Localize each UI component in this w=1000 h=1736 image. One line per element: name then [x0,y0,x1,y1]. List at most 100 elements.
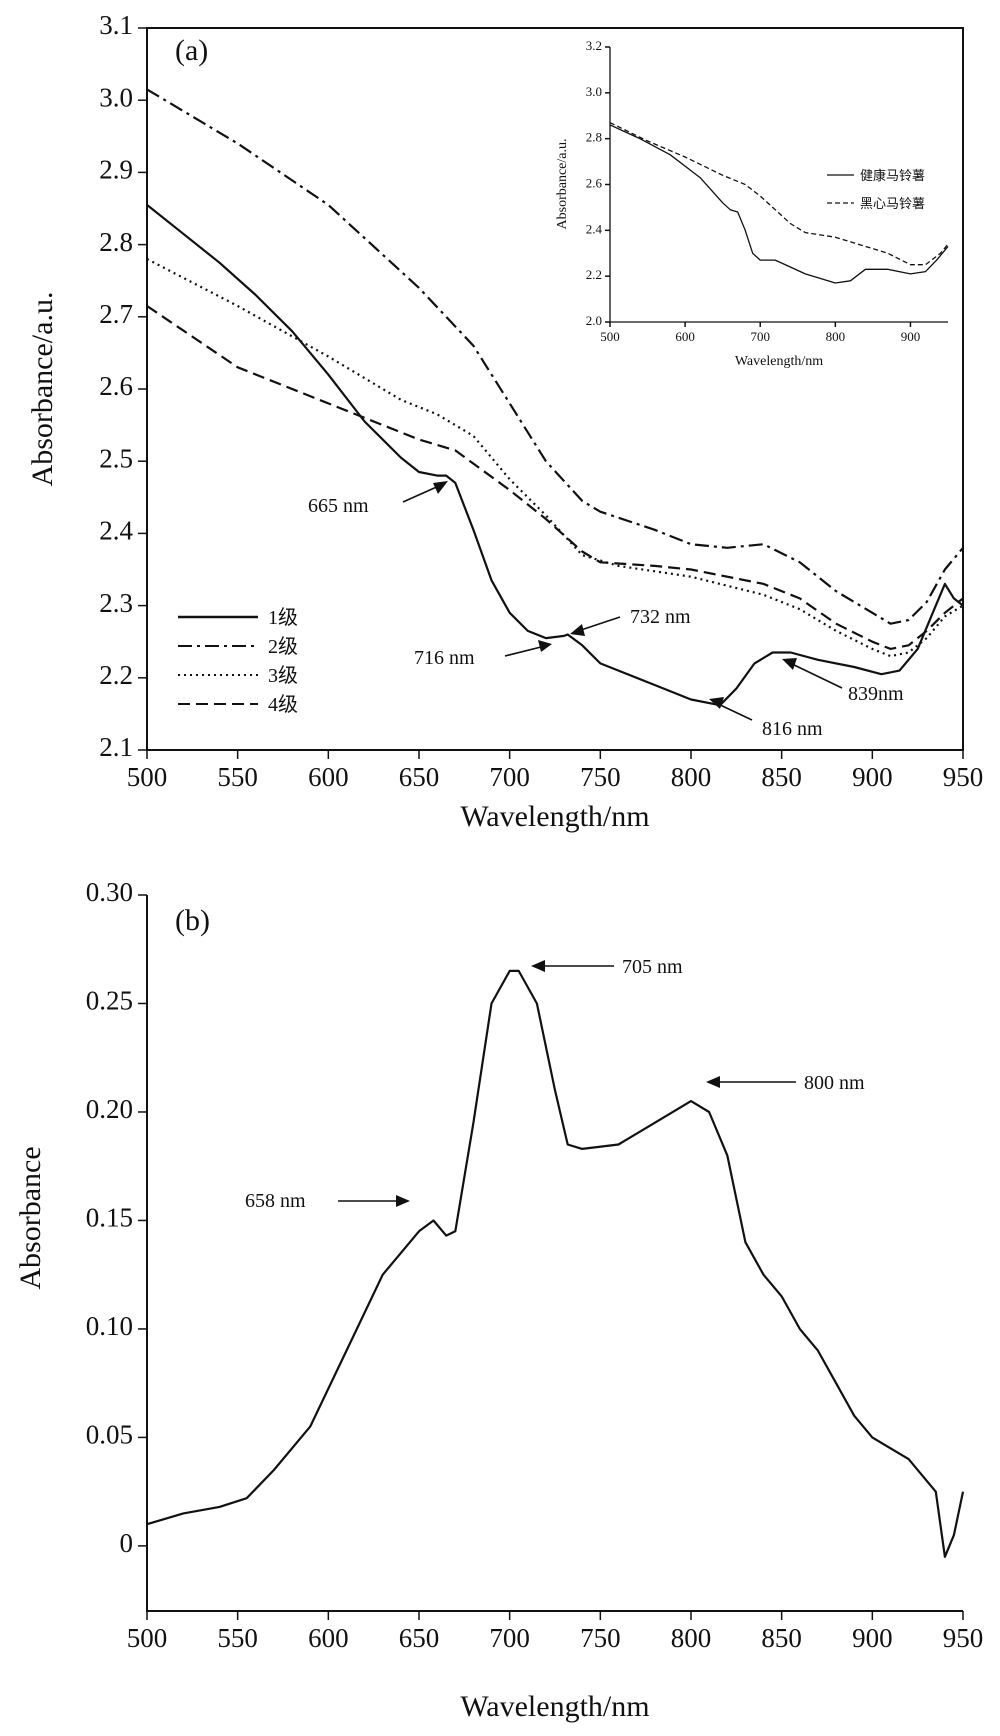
inset-axes [609,47,948,323]
panel-b-series-layer [146,969,965,1558]
inset-y-tick-label: 3.2 [586,38,602,53]
panel-b-y-tick-label: 0.15 [86,1203,133,1233]
arrow-716 [504,645,546,657]
legend-label-3: 3级 [268,664,298,687]
panel-b-x-title: Wavelength/nm [460,1690,649,1723]
inset-x-tick-label: 700 [750,329,770,344]
panel-b-y-tick-label: 0.20 [86,1094,133,1124]
inset-series-layer [609,122,949,284]
arrowhead-839 [782,658,797,670]
panel-b-y-tick-label: 0.05 [86,1420,133,1450]
legend-label-4: 4级 [268,693,298,716]
panel-a-x-tick-label: 800 [671,762,712,792]
inset-y-tick-label: 2.0 [586,313,602,328]
arrow-839 [789,662,843,689]
panel-b-axes [146,895,963,1612]
panel-a-y-axis: 2.1 2.2 2.3 2.4 2.5 2.6 2.7 2.8 2.9 3.0 3.1 [99,10,147,762]
panel-a-y-tick-label: 2.3 [99,588,133,618]
panel-a: 500 550 600 650 700 750 800 850 900 950 2.1 2.2 2.3… [26,10,983,833]
panel-b-x-tick-label: 700 [489,1623,530,1653]
inset-x-axis: 500 600 700 800 900 [600,322,920,344]
panel-a-series-layer [146,88,964,707]
inset-y-tick-label: 3.0 [586,84,602,99]
panel-a-x-tick-label: 850 [761,762,802,792]
inset-legend-label-1: 健康马铃薯 [860,168,925,183]
panel-a-y-tick-label: 2.9 [99,155,133,185]
annotation-732: 732 nm [630,606,691,628]
panel-b-y-tick-label: 0.10 [86,1311,133,1341]
panel-a-y-tick-label: 2.1 [99,732,133,762]
inset-y-tick-label: 2.6 [586,175,603,190]
panel-a-y-tick-label: 2.2 [99,660,133,690]
panel-b-y-tick-label: 0 [120,1528,134,1558]
panel-a-x-tick-label: 700 [489,762,530,792]
panel-b-x-tick-label: 800 [671,1623,712,1653]
annotation-658: 658 nm [245,1190,306,1212]
arrow-732 [577,616,621,632]
inset-x-tick-label: 500 [600,329,620,344]
arrowhead-732 [570,624,585,636]
panel-a-annotations: 665 nm 716 nm 732 nm 816 nm 839nm [308,481,904,740]
panel-b-y-tick-label: 0.30 [86,877,133,907]
panel-a-x-tick-label: 650 [399,762,440,792]
panel-b-annotations: 658 nm 705 nm 800 nm [245,956,865,1212]
inset-y-tick-label: 2.8 [586,130,602,145]
arrowhead-800 [706,1076,720,1088]
panel-a-x-title: Wavelength/nm [460,800,649,833]
panel-a-inset: 500 600 700 800 900 2.0 2.2 2.4 2.6 2.8 3.0 3.2 Wa… [555,38,949,369]
panel-b-x-tick-label: 550 [217,1623,258,1653]
panel-a-series-3 [146,258,964,658]
arrowhead-816 [709,697,724,709]
annotation-800: 800 nm [804,1072,865,1094]
panel-a-y-tick-label: 2.5 [99,443,133,473]
panel-b-y-title: Absorbance [14,1146,47,1289]
inset-series-1 [609,124,949,284]
panel-b-x-tick-label: 650 [399,1623,440,1653]
panel-a-legend: 1级 2级 3级 4级 [178,606,298,716]
panel-a-series-2 [146,88,964,625]
panel-a-x-tick-label: 950 [943,762,984,792]
panel-b-series-1 [146,969,965,1558]
arrowhead-716 [538,640,552,652]
inset-y-axis: 2.0 2.2 2.4 2.6 2.8 3.0 3.2 [586,38,610,328]
panel-a-label: (a) [175,34,208,67]
panel-a-y-tick-label: 2.4 [99,516,133,546]
panel-a-y-title: Absorbance/a.u. [26,292,59,487]
inset-y-tick-label: 2.2 [586,267,602,282]
panel-b-y-tick-label: 0.25 [86,986,133,1016]
panel-b-x-tick-label: 850 [761,1623,802,1653]
annotation-665: 665 nm [308,495,369,517]
inset-y-tick-label: 2.4 [586,221,603,236]
panel-b-label: (b) [175,904,210,937]
panel-a-y-tick-label: 2.8 [99,227,133,257]
arrow-816 [715,702,753,721]
panel-a-y-tick-label: 3.1 [99,10,133,40]
inset-x-title: Wavelength/nm [735,354,823,369]
annotation-705: 705 nm [622,956,683,978]
panel-b-x-tick-label: 900 [852,1623,893,1653]
panel-a-y-tick-label: 3.0 [99,82,133,112]
panel-a-series-4 [146,305,964,651]
panel-a-y-tick-label: 2.6 [99,371,133,401]
panel-a-series-1 [146,204,964,707]
panel-b-x-axis: 500 550 600 650 700 750 800 850 900 950 [127,1611,983,1653]
panel-b-x-tick-label: 600 [308,1623,349,1653]
annotation-839: 839nm [848,683,904,705]
panel-a-x-tick-label: 900 [852,762,893,792]
panel-b-x-tick-label: 500 [127,1623,168,1653]
panel-a-x-tick-label: 550 [217,762,258,792]
arrowhead-665 [433,481,448,494]
panel-a-x-tick-label: 600 [308,762,349,792]
inset-x-tick-label: 600 [675,329,695,344]
arrow-665 [402,484,442,503]
annotation-816: 816 nm [762,718,823,740]
panel-a-x-tick-label: 750 [580,762,621,792]
legend-label-2: 2级 [268,635,298,658]
inset-series-2 [609,122,949,266]
inset-x-tick-label: 900 [901,329,921,344]
arrowhead-705 [531,960,545,972]
inset-y-title: Absorbance/a.u. [555,139,570,230]
arrowhead-658 [396,1195,410,1207]
panel-a-x-axis: 500 550 600 650 700 750 800 850 900 950 [127,750,984,792]
